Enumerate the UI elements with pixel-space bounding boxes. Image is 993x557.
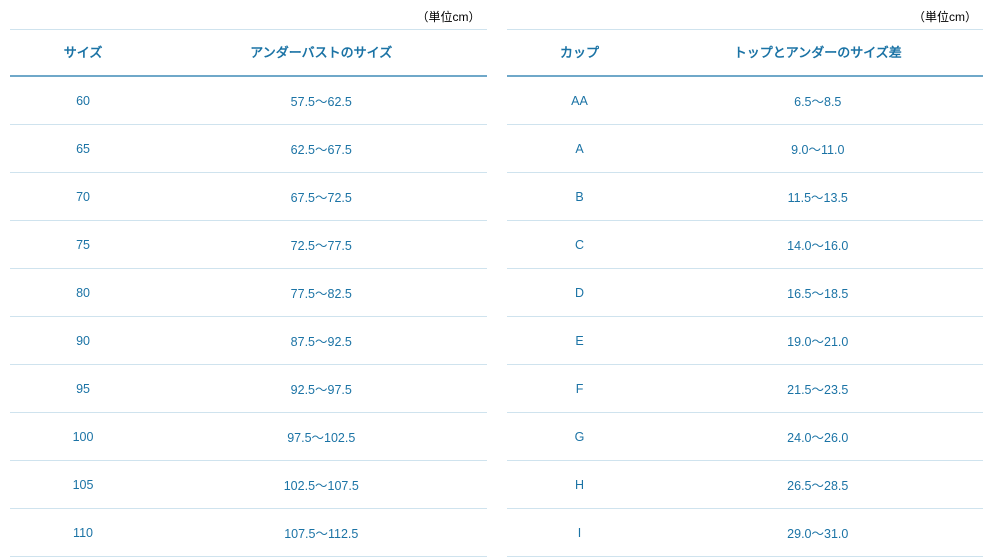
cell-diff: 16.5～18.5 xyxy=(653,269,983,317)
cell-diff: 19.0～21.0 xyxy=(653,317,983,365)
cell-diff: 26.5～28.5 xyxy=(653,461,983,509)
table-row: A9.0～11.0 xyxy=(507,125,984,173)
cell-underbust: 67.5～72.5 xyxy=(156,173,486,221)
cell-cup: B xyxy=(507,173,653,221)
cell-underbust: 107.5～112.5 xyxy=(156,509,486,557)
cell-size: 90 xyxy=(10,317,156,365)
cell-underbust: 72.5～77.5 xyxy=(156,221,486,269)
cell-cup: H xyxy=(507,461,653,509)
table-row: 110107.5～112.5 xyxy=(10,509,487,557)
cell-cup: I xyxy=(507,509,653,557)
cell-cup: E xyxy=(507,317,653,365)
table-row: 7572.5～77.5 xyxy=(10,221,487,269)
cell-cup: AA xyxy=(507,76,653,125)
right-header-cup: カップ xyxy=(507,30,653,77)
table-row: 6057.5～62.5 xyxy=(10,76,487,125)
left-header-underbust: アンダーバストのサイズ xyxy=(156,30,486,77)
cell-size: 80 xyxy=(10,269,156,317)
table-row: 8077.5～82.5 xyxy=(10,269,487,317)
table-header-row: カップ トップとアンダーのサイズ差 xyxy=(507,30,984,77)
cell-cup: G xyxy=(507,413,653,461)
table-row: F21.5～23.5 xyxy=(507,365,984,413)
table-row: 9087.5～92.5 xyxy=(10,317,487,365)
cell-underbust: 77.5～82.5 xyxy=(156,269,486,317)
cell-underbust: 87.5～92.5 xyxy=(156,317,486,365)
cell-cup: A xyxy=(507,125,653,173)
table-row: C14.0～16.0 xyxy=(507,221,984,269)
cell-size: 75 xyxy=(10,221,156,269)
cell-diff: 21.5～23.5 xyxy=(653,365,983,413)
cell-cup: D xyxy=(507,269,653,317)
cell-diff: 29.0～31.0 xyxy=(653,509,983,557)
cell-size: 65 xyxy=(10,125,156,173)
cell-diff: 14.0～16.0 xyxy=(653,221,983,269)
right-table-block: （単位cm） カップ トップとアンダーのサイズ差 AA6.5～8.5 A9.0～… xyxy=(507,0,984,557)
table-row: G24.0～26.0 xyxy=(507,413,984,461)
table-row: 7067.5～72.5 xyxy=(10,173,487,221)
table-header-row: サイズ アンダーバストのサイズ xyxy=(10,30,487,77)
right-header-diff: トップとアンダーのサイズ差 xyxy=(653,30,983,77)
cell-underbust: 102.5～107.5 xyxy=(156,461,486,509)
cell-underbust: 92.5～97.5 xyxy=(156,365,486,413)
cell-diff: 24.0～26.0 xyxy=(653,413,983,461)
cell-underbust: 62.5～67.5 xyxy=(156,125,486,173)
tables-container: （単位cm） サイズ アンダーバストのサイズ 6057.5～62.5 6562.… xyxy=(0,0,993,557)
left-header-size: サイズ xyxy=(10,30,156,77)
cell-diff: 9.0～11.0 xyxy=(653,125,983,173)
cell-size: 100 xyxy=(10,413,156,461)
table-row: H26.5～28.5 xyxy=(507,461,984,509)
table-row: E19.0～21.0 xyxy=(507,317,984,365)
table-row: 10097.5～102.5 xyxy=(10,413,487,461)
cell-size: 110 xyxy=(10,509,156,557)
cell-underbust: 57.5～62.5 xyxy=(156,76,486,125)
cell-diff: 11.5～13.5 xyxy=(653,173,983,221)
table-row: 6562.5～67.5 xyxy=(10,125,487,173)
cell-size: 70 xyxy=(10,173,156,221)
table-row: 105102.5～107.5 xyxy=(10,461,487,509)
left-table: サイズ アンダーバストのサイズ 6057.5～62.5 6562.5～67.5 … xyxy=(10,29,487,557)
table-row: D16.5～18.5 xyxy=(507,269,984,317)
left-table-block: （単位cm） サイズ アンダーバストのサイズ 6057.5～62.5 6562.… xyxy=(10,0,487,557)
cell-cup: F xyxy=(507,365,653,413)
right-unit-label: （単位cm） xyxy=(507,0,984,29)
right-table: カップ トップとアンダーのサイズ差 AA6.5～8.5 A9.0～11.0 B1… xyxy=(507,29,984,557)
table-row: AA6.5～8.5 xyxy=(507,76,984,125)
cell-cup: C xyxy=(507,221,653,269)
cell-size: 105 xyxy=(10,461,156,509)
table-row: B11.5～13.5 xyxy=(507,173,984,221)
left-unit-label: （単位cm） xyxy=(10,0,487,29)
cell-size: 95 xyxy=(10,365,156,413)
cell-diff: 6.5～8.5 xyxy=(653,76,983,125)
table-row: I29.0～31.0 xyxy=(507,509,984,557)
cell-underbust: 97.5～102.5 xyxy=(156,413,486,461)
table-row: 9592.5～97.5 xyxy=(10,365,487,413)
cell-size: 60 xyxy=(10,76,156,125)
